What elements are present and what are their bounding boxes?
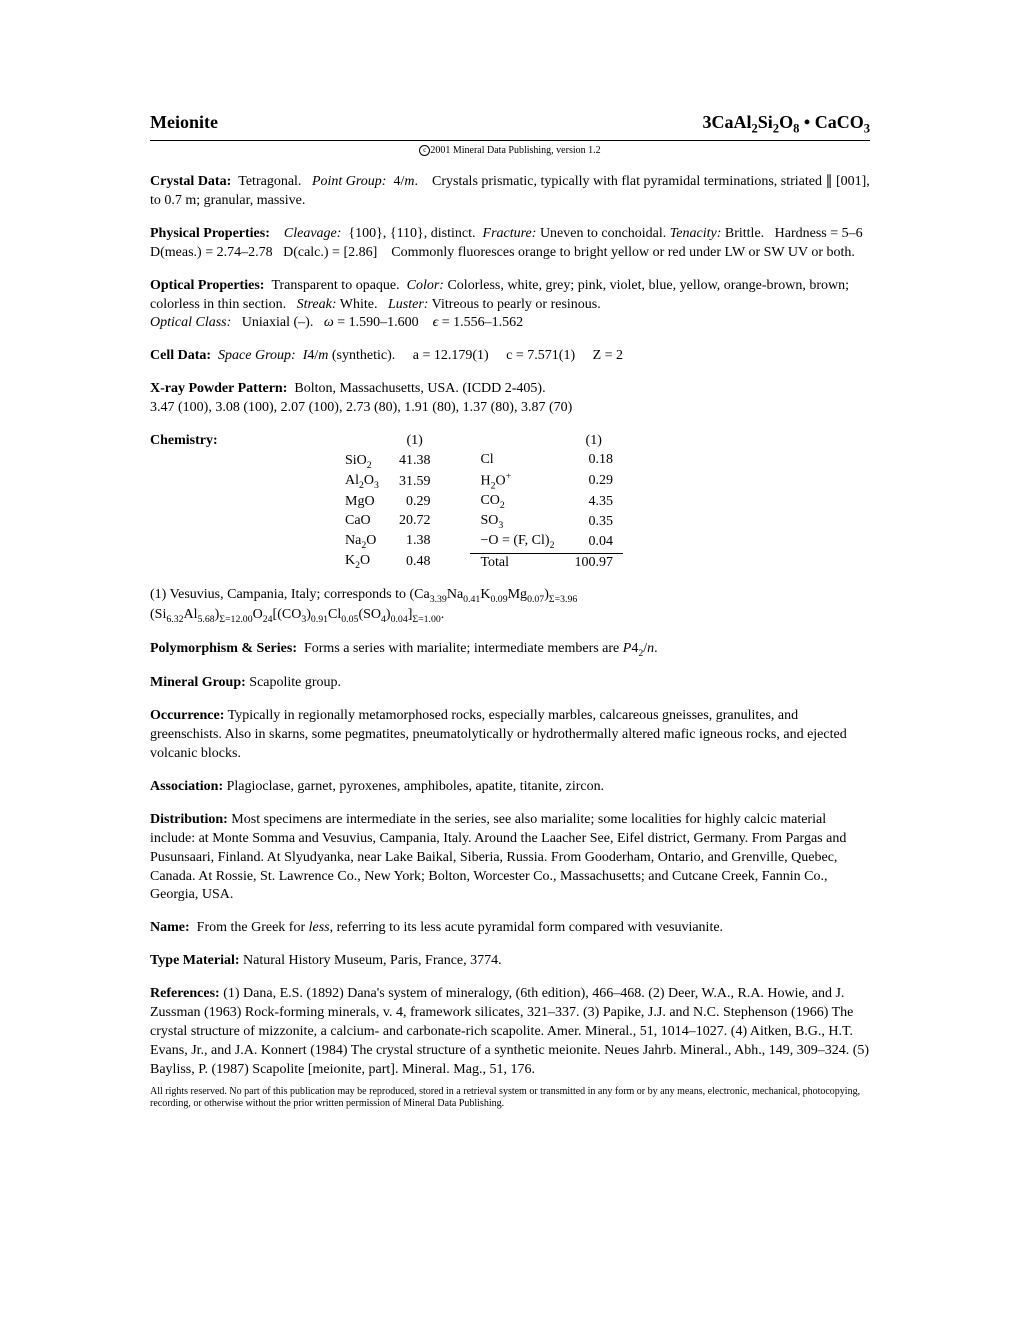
chem-compound: CaO <box>335 512 389 531</box>
name-label: Name: <box>150 920 190 935</box>
cell-data-text: Space Group: I4/m (synthetic). a = 12.17… <box>211 348 623 363</box>
chemistry-label: Chemistry: <box>150 432 335 451</box>
association-label: Association: <box>150 779 223 794</box>
chem-value: 0.35 <box>564 512 623 532</box>
chem-compound: −O = (F, Cl)2 <box>470 532 564 553</box>
copyright-text: 2001 Mineral Data Publishing, version 1.… <box>430 145 600 156</box>
cell-data-label: Cell Data: <box>150 348 211 363</box>
chemistry-section: Chemistry: (1) SiO241.38Al2O331.59MgO0.2… <box>150 432 870 572</box>
copyright-line: c2001 Mineral Data Publishing, version 1… <box>150 144 870 158</box>
chem-value: 20.72 <box>389 512 441 531</box>
polymorphism-text: Forms a series with marialite; intermedi… <box>297 641 658 656</box>
chem-value: 0.29 <box>389 492 441 511</box>
chem-value: 41.38 <box>389 451 441 472</box>
crystal-data-section: Crystal Data: Tetragonal. Point Group: 4… <box>150 173 870 211</box>
references-section: References: (1) Dana, E.S. (1892) Dana's… <box>150 985 870 1079</box>
polymorphism-section: Polymorphism & Series: Forms a series wi… <box>150 640 870 660</box>
chem-total-val: 100.97 <box>564 553 623 572</box>
occurrence-label: Occurrence: <box>150 708 224 723</box>
chem-value: 0.04 <box>564 532 623 553</box>
chem-compound: H2O+ <box>470 470 564 493</box>
chem-value: 4.35 <box>564 492 623 512</box>
chemical-formula: 3CaAl2Si2O8 • CaCO3 <box>702 110 870 138</box>
chem-compound: Na2O <box>335 531 389 552</box>
chem-compound: Cl <box>470 451 564 470</box>
chem-compound: CO2 <box>470 492 564 512</box>
occurrence-text: Typically in regionally metamorphosed ro… <box>150 708 847 761</box>
chem-rows-left: SiO241.38Al2O331.59MgO0.29CaO20.72Na2O1.… <box>335 451 440 572</box>
name-section: Name: From the Greek for less, referring… <box>150 919 870 938</box>
chemistry-table-right: (1) Cl0.18H2O+0.29CO24.35SO30.35−O = (F,… <box>470 432 623 572</box>
physical-properties-label: Physical Properties: <box>150 226 270 241</box>
chem-total-label: Total <box>470 553 564 572</box>
chemistry-note: (1) Vesuvius, Campania, Italy; correspon… <box>150 586 870 626</box>
xray-label: X-ray Powder Pattern: <box>150 381 287 396</box>
crystal-data-label: Crystal Data: <box>150 174 231 189</box>
crystal-data-text: Tetragonal. Point Group: 4/m. Crystals p… <box>150 174 870 208</box>
chem-compound: K2O <box>335 552 389 573</box>
distribution-label: Distribution: <box>150 812 228 827</box>
mineral-name: Meionite <box>150 110 218 134</box>
mineral-group-label: Mineral Group: <box>150 675 246 690</box>
cell-data-section: Cell Data: Space Group: I4/m (synthetic)… <box>150 347 870 366</box>
chem-value: 1.38 <box>389 531 441 552</box>
chem-value: 0.29 <box>564 470 623 493</box>
title-row: Meionite 3CaAl2Si2O8 • CaCO3 <box>150 110 870 141</box>
chem-compound: SiO2 <box>335 451 389 472</box>
chem-value: 31.59 <box>389 472 441 493</box>
chem-value: 0.48 <box>389 552 441 573</box>
association-text: Plagioclase, garnet, pyroxenes, amphibol… <box>223 779 604 794</box>
chem-compound: SO3 <box>470 512 564 532</box>
page: Meionite 3CaAl2Si2O8 • CaCO3 c2001 Miner… <box>0 0 1020 1151</box>
chemistry-table-left: (1) SiO241.38Al2O331.59MgO0.29CaO20.72Na… <box>335 432 440 572</box>
references-label: References: <box>150 986 220 1001</box>
chem-compound: MgO <box>335 492 389 511</box>
type-material-label: Type Material: <box>150 953 240 968</box>
chemistry-tables: (1) SiO241.38Al2O331.59MgO0.29CaO20.72Na… <box>335 432 623 572</box>
footer-text: All rights reserved. No part of this pub… <box>150 1086 870 1111</box>
distribution-section: Distribution: Most specimens are interme… <box>150 811 870 905</box>
chem-compound: Al2O3 <box>335 472 389 493</box>
mineral-group-section: Mineral Group: Scapolite group. <box>150 674 870 693</box>
association-section: Association: Plagioclase, garnet, pyroxe… <box>150 778 870 797</box>
chem-header-1: (1) <box>389 432 441 451</box>
occurrence-section: Occurrence: Typically in regionally meta… <box>150 707 870 764</box>
chem-rows-right: Cl0.18H2O+0.29CO24.35SO30.35−O = (F, Cl)… <box>470 451 623 553</box>
type-material-section: Type Material: Natural History Museum, P… <box>150 952 870 971</box>
physical-properties-section: Physical Properties: Cleavage: {100}, {1… <box>150 225 870 263</box>
polymorphism-label: Polymorphism & Series: <box>150 641 297 656</box>
xray-section: X-ray Powder Pattern: Bolton, Massachuse… <box>150 380 870 418</box>
name-text: From the Greek for less, referring to it… <box>190 920 723 935</box>
optical-properties-section: Optical Properties: Transparent to opaqu… <box>150 277 870 334</box>
mineral-group-text: Scapolite group. <box>246 675 341 690</box>
copyright-icon: c <box>419 145 430 156</box>
references-text: (1) Dana, E.S. (1892) Dana's system of m… <box>150 986 869 1077</box>
type-material-text: Natural History Museum, Paris, France, 3… <box>240 953 502 968</box>
chem-header-2: (1) <box>564 432 623 451</box>
optical-properties-label: Optical Properties: <box>150 278 264 293</box>
chem-value: 0.18 <box>564 451 623 470</box>
distribution-text: Most specimens are intermediate in the s… <box>150 812 846 903</box>
